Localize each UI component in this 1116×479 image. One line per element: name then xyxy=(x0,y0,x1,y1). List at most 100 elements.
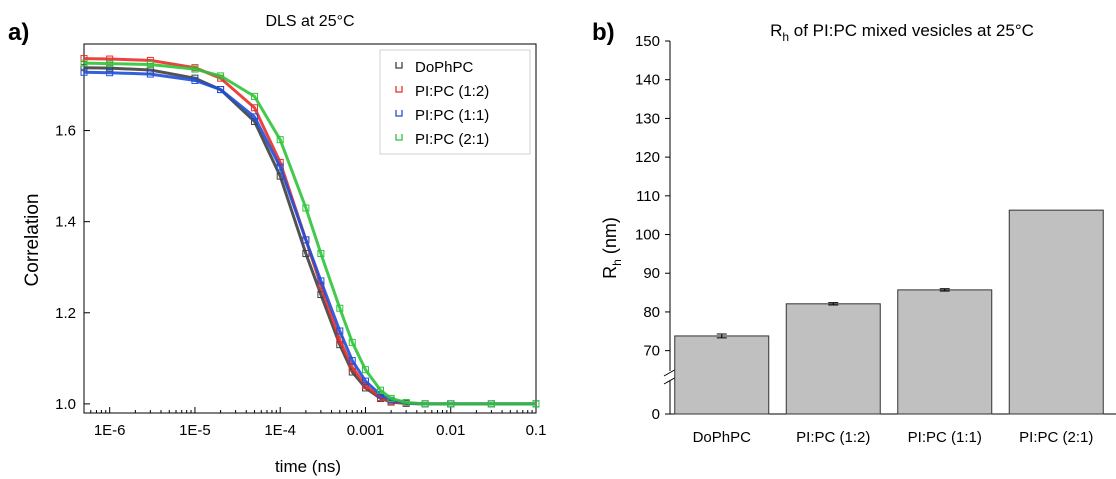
x-tick-label: 1E-4 xyxy=(264,422,296,439)
chart-a-plot-frame xyxy=(83,43,537,414)
x-tick-label: 0.001 xyxy=(347,422,385,439)
data-point xyxy=(317,250,325,258)
chart-b-title-r: R xyxy=(770,21,782,40)
chart-b-ylabel-r: R xyxy=(600,266,620,279)
data-point xyxy=(217,72,225,80)
data-point xyxy=(317,277,325,285)
y-tick-label: 150 xyxy=(635,33,660,50)
chart-a-series-group xyxy=(80,55,540,408)
legend-swatch xyxy=(395,62,403,69)
data-point xyxy=(302,204,310,212)
data-point xyxy=(336,327,344,335)
data-point xyxy=(251,104,259,112)
y-tick-label: 1.2 xyxy=(55,305,76,322)
y-tick-label: 1.6 xyxy=(55,123,76,140)
legend-label: PI:PC (1:2) xyxy=(415,83,489,100)
chart-b-title-sub: h xyxy=(782,30,789,44)
data-point xyxy=(376,386,384,394)
category-label: PI:PC (1:1) xyxy=(908,429,982,446)
y-tick-label: 1.4 xyxy=(55,214,76,231)
chart-a-title: DLS at 25°C xyxy=(265,13,354,30)
bar xyxy=(674,335,770,415)
data-point xyxy=(361,366,369,374)
bar-1 xyxy=(674,333,770,415)
chart-a-xlabel: time (ns) xyxy=(275,457,341,476)
data-point xyxy=(361,377,369,385)
data-point xyxy=(387,394,395,402)
bar-4 xyxy=(1008,209,1104,415)
y-tick-label: 110 xyxy=(636,188,660,205)
series-pi-pc-2-1 xyxy=(80,59,540,408)
dls-correlation-chart: DLS at 25°C time (ns) Correlation 1.0 1.2… xyxy=(22,13,546,476)
chart-b-category-labels: DoPhPC PI:PC (1:2) PI:PC (1:1) PI:PC (2:1) xyxy=(693,429,1094,446)
axis-break-gap xyxy=(664,372,1116,380)
data-point xyxy=(402,399,410,407)
data-point xyxy=(302,236,310,244)
bar xyxy=(1008,209,1104,415)
data-point xyxy=(146,70,154,78)
legend-swatch xyxy=(395,86,403,93)
data-point xyxy=(217,86,225,94)
data-point xyxy=(106,55,114,63)
x-tick-label: 1E-6 xyxy=(94,422,126,439)
series-line xyxy=(83,61,536,406)
data-point xyxy=(447,400,455,408)
chart-b-title: Rh of PI:PC mixed vesicles at 25°C xyxy=(770,21,1034,44)
category-label: PI:PC (1:2) xyxy=(796,429,870,446)
x-tick-label: 0.1 xyxy=(526,422,547,439)
data-point xyxy=(276,163,284,171)
chart-b-bars xyxy=(674,209,1104,415)
data-point xyxy=(276,136,284,144)
legend-box xyxy=(379,49,531,155)
data-point xyxy=(80,64,88,72)
data-point xyxy=(251,113,259,121)
legend-swatch xyxy=(395,134,403,141)
data-point xyxy=(191,65,199,73)
data-point xyxy=(106,69,114,77)
data-point xyxy=(106,64,114,72)
x-tick-label: 1E-5 xyxy=(179,422,211,439)
chart-a-x-ticks: 1E-6 1E-5 1E-4 0.001 0.01 0.1 xyxy=(90,407,547,439)
data-point xyxy=(80,59,88,67)
y-tick-label: 70 xyxy=(643,343,660,360)
legend-label: PI:PC (2:1) xyxy=(415,131,489,148)
panel-b-label: b) xyxy=(592,19,615,46)
data-point xyxy=(348,357,356,365)
data-point xyxy=(251,92,259,100)
legend-swatch xyxy=(395,110,403,117)
panel-a-label: a) xyxy=(8,19,29,46)
y-tick-label: 130 xyxy=(635,110,660,127)
legend-label: DoPhPC xyxy=(415,59,474,76)
x-tick-label: 0.01 xyxy=(436,422,465,439)
category-label: PI:PC (2:1) xyxy=(1019,429,1093,446)
chart-b-ylabel-rest: (nm) xyxy=(600,217,620,259)
chart-b-y-ticks: 70 80 90 100 110 120 130 140 150 0 xyxy=(635,33,670,423)
data-point xyxy=(336,304,344,312)
y-tick-label: 90 xyxy=(643,265,660,282)
data-point xyxy=(146,61,154,68)
data-point xyxy=(421,400,429,408)
y-tick-label: 120 xyxy=(635,149,660,166)
y-tick-label: 80 xyxy=(643,304,660,321)
chart-a-legend: DoPhPC PI:PC (1:2) PI:PC (1:1) PI:PC (2:1) xyxy=(379,49,531,155)
bar xyxy=(897,289,993,415)
legend-label: PI:PC (1:1) xyxy=(415,107,489,124)
y-tick-label: 0 xyxy=(652,406,660,423)
data-point xyxy=(348,338,356,346)
chart-b-ylabel-sub: h xyxy=(610,259,624,266)
chart-a-y-ticks: 1.0 1.2 1.4 1.6 xyxy=(55,123,90,413)
hydrodynamic-radius-bar-chart: Rh of PI:PC mixed vesicles at 25°C Rh (n… xyxy=(600,21,1116,446)
y-tick-label: 140 xyxy=(635,72,660,89)
bar-3 xyxy=(897,288,993,415)
data-point xyxy=(80,55,88,63)
data-point xyxy=(191,76,199,84)
category-label: DoPhPC xyxy=(693,429,752,446)
data-point xyxy=(106,60,114,68)
bar xyxy=(785,303,881,415)
data-point xyxy=(80,68,88,76)
chart-b-title-rest: of PI:PC mixed vesicles at 25°C xyxy=(789,21,1034,40)
chart-a-ylabel: Correlation xyxy=(22,194,43,287)
chart-b-ylabel: Rh (nm) xyxy=(600,217,624,279)
bar-2 xyxy=(785,302,881,415)
